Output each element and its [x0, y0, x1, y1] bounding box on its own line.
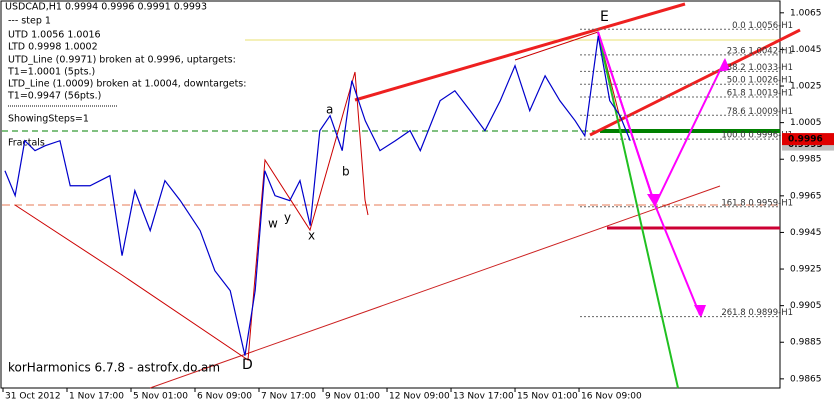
- magenta-leg-down: [654, 204, 701, 316]
- x-tick-label: 12 Nov 09:00: [389, 392, 450, 402]
- fib-label: 261.8 0.9899-H1: [721, 308, 793, 318]
- price-line: [4, 35, 631, 356]
- fib-label: 23.6 1.0042-H1: [727, 46, 793, 56]
- y-tick-label: 1.0005: [790, 118, 822, 128]
- x-tick-label: 5 Nov 01:00: [133, 392, 188, 402]
- zigzag: [14, 71, 369, 361]
- info-line: LTD 0.9998 1.0002: [8, 42, 98, 53]
- info-line: T1=1.0001 (5pts.): [7, 67, 95, 78]
- point-label: x: [308, 229, 315, 243]
- y-tick-label: 0.9905: [790, 301, 822, 311]
- info-line: T1=0.9947 (56pts.): [7, 91, 101, 102]
- fib-label: 100.0 0.9996-H1: [721, 131, 793, 141]
- point-label: E: [600, 9, 609, 25]
- info-line: UTD 1.0056 1.0016: [8, 30, 101, 41]
- info-line: --- step 1: [8, 16, 51, 27]
- fib-label: 78.6 1.0009-H1: [727, 107, 793, 117]
- footer: korHarmonics 6.7.8 - astrofx.do.am: [8, 361, 220, 375]
- channel-top: [354, 2, 686, 102]
- y-tick-label: 1.0065: [790, 8, 822, 18]
- channel-mid: [589, 28, 801, 137]
- x-tick-label: 6 Nov 09:00: [197, 392, 252, 402]
- y-tick-label: 1.0025: [790, 82, 822, 92]
- y-tick-label: 0.9965: [790, 191, 822, 201]
- fib-label: 38.2 1.0033-H1: [727, 63, 793, 73]
- x-tick-label: 9 Nov 01:00: [325, 392, 380, 402]
- x-tick-label: 1 Nov 17:00: [69, 392, 124, 402]
- price-label: 0.9996: [788, 135, 823, 145]
- point-labels: E D a b w x y: [242, 9, 609, 373]
- info-block: USDCAD,H1 0.9994 0.9996 0.9991 0.9993 --…: [5, 2, 246, 375]
- y-tick-label: 0.9985: [790, 155, 822, 165]
- y-tick-label: 1.0045: [790, 45, 822, 55]
- arrow-head: [694, 305, 706, 318]
- point-label: a: [326, 103, 333, 117]
- y-tick-label: 0.9865: [790, 374, 822, 384]
- point-label: b: [342, 165, 350, 179]
- symbol-title: USDCAD,H1 0.9994 0.9996 0.9991 0.9993: [5, 2, 207, 13]
- y-tick-label: 0.9945: [790, 228, 822, 238]
- arrow-head: [647, 194, 660, 207]
- magenta-leg: [597, 31, 656, 206]
- x-tick-label: 16 Nov 09:00: [581, 392, 642, 402]
- point-label: w: [268, 217, 278, 231]
- y-tick-label: 0.9885: [790, 338, 822, 348]
- info-line: ShowingSteps=1: [8, 114, 89, 125]
- x-tick-label: 15 Nov 01:00: [517, 392, 578, 402]
- arrow-head: [718, 58, 730, 72]
- point-label: D: [242, 357, 253, 373]
- x-tick-label: 13 Nov 17:00: [453, 392, 514, 402]
- fib-label: 50.0 1.0026-H1: [727, 76, 793, 86]
- fib-label: 61.8 1.0019-H1: [727, 89, 793, 99]
- x-tick-label: 31 Oct 2012: [5, 392, 61, 402]
- info-line: UTD_Line (0.9971) broken at 0.9996, upta…: [8, 55, 236, 66]
- plot-frame: [0, 0, 781, 389]
- price-box: [782, 133, 834, 146]
- info-line: LTD_Line (1.0009) broken at 1.0004, down…: [8, 79, 246, 90]
- fib-label: 0.0 1.0056-H1: [732, 21, 793, 31]
- fib-label: 161.8 0.9959-H1: [721, 198, 793, 208]
- x-tick-label: 7 Nov 17:00: [261, 392, 316, 402]
- green-projection: [597, 31, 679, 389]
- point-label: y: [284, 211, 291, 225]
- y-tick-label: 0.9925: [790, 265, 822, 275]
